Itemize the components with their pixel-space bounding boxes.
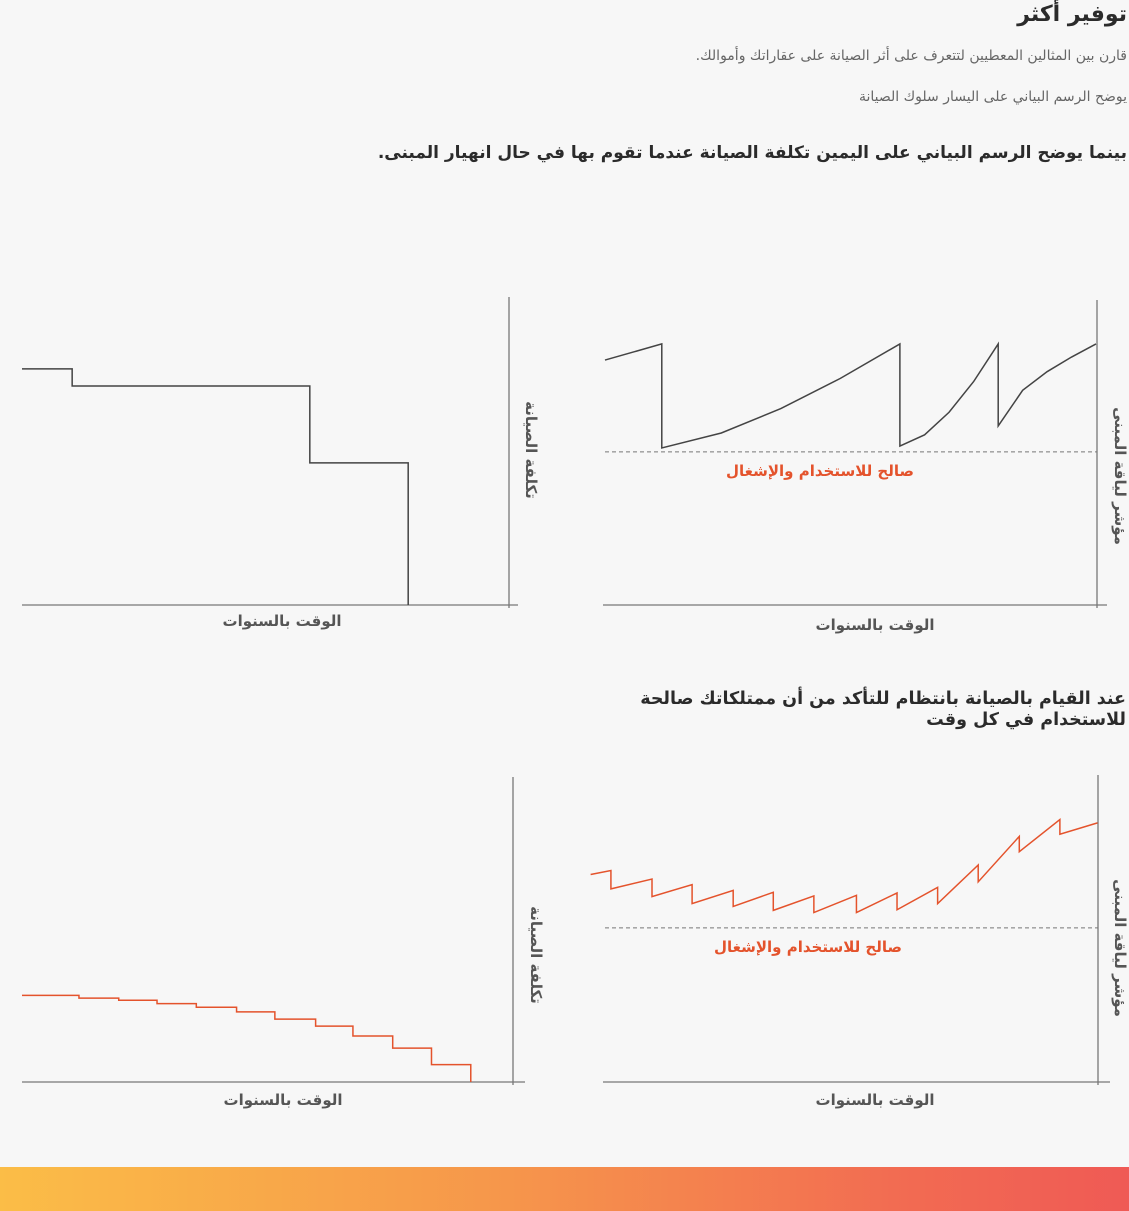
threshold-label: صالح للاستخدام والإشغال (713, 938, 903, 956)
x-axis-label: الوقت بالسنوات (222, 612, 342, 630)
y-axis-label: تكلفة الصيانة (522, 401, 540, 499)
y-axis-label: مؤشر لياقة المبنى (1111, 407, 1129, 545)
series-line-fitness (590, 817, 1098, 914)
section-heading-regular: عند القيام بالصيانة بانتظام للتأكد من أن… (640, 689, 1126, 731)
gradient-footer-bar (0, 1167, 1129, 1211)
charts-canvas (22, 297, 1110, 1085)
series-line-cost (22, 368, 409, 605)
page-title: توفير أكثر (1017, 2, 1127, 27)
heading-line: للاستخدام في كل وقت (926, 710, 1126, 730)
left-chart-description: يوضح الرسم البياني على اليسار سلوك الصيا… (859, 89, 1127, 105)
intro-paragraph: قارن بين المثالين المعطيين لتتعرف على أث… (695, 48, 1127, 64)
x-axis-label: الوقت بالسنوات (223, 1091, 343, 1109)
x-axis-label: الوقت بالسنوات (815, 616, 935, 634)
series-line-cost (22, 994, 472, 1082)
section-heading-breakdown: بينما يوضح الرسم البياني على اليمين تكلف… (377, 143, 1127, 163)
heading-line: عند القيام بالصيانة بانتظام للتأكد من أن… (640, 689, 1126, 709)
series-line-fitness (604, 341, 1097, 449)
y-axis-label: تكلفة الصيانة (527, 906, 545, 1004)
x-axis-label: الوقت بالسنوات (815, 1091, 935, 1109)
y-axis-label: مؤشر لياقة المبنى (1111, 879, 1129, 1017)
threshold-label: صالح للاستخدام والإشغال (725, 462, 915, 480)
